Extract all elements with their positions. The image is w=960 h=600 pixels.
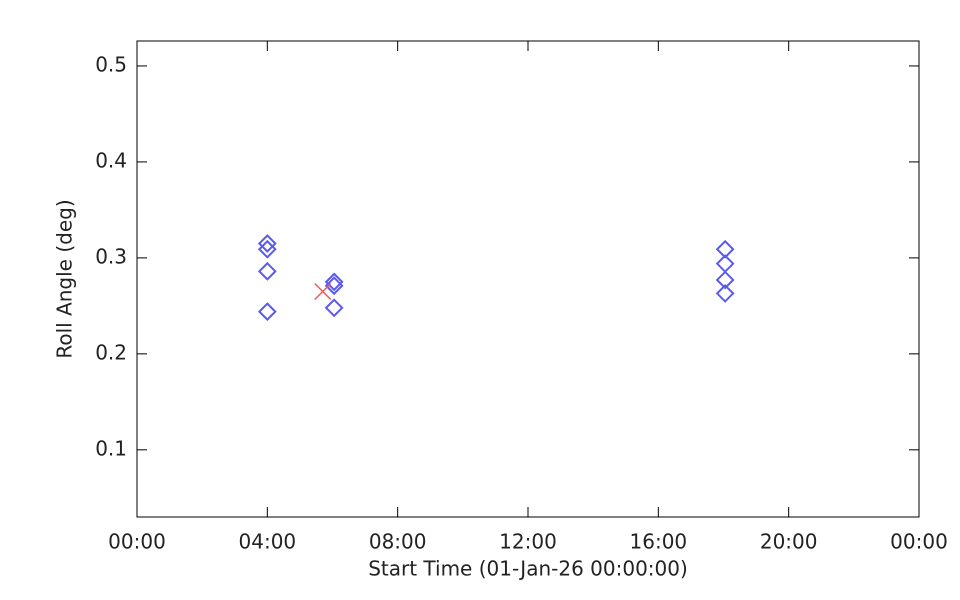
diamond-marker xyxy=(257,261,277,281)
x-tick-label: 00:00 xyxy=(890,530,948,554)
x-axis-label: Start Time (01-Jan-26 00:00:00) xyxy=(368,557,688,581)
diamond-marker xyxy=(324,272,344,292)
diamond-marker xyxy=(715,283,735,303)
x-tick-label: 00:00 xyxy=(108,530,166,554)
y-axis-label: Roll Angle (deg) xyxy=(53,199,77,358)
diamond-marker xyxy=(257,302,277,322)
y-tick-label: 0.3 xyxy=(95,244,127,268)
y-tick-label: 0.2 xyxy=(95,340,127,364)
plot-frame xyxy=(136,40,920,518)
x-marker xyxy=(314,282,332,301)
diamond-marker xyxy=(324,276,344,296)
x-tick-label: 12:00 xyxy=(499,530,557,554)
diamond-marker xyxy=(715,239,735,259)
x-tick-label: 16:00 xyxy=(630,530,688,554)
diamond-marker xyxy=(257,239,277,259)
y-tick-label: 0.1 xyxy=(95,436,127,460)
diamond-marker xyxy=(257,234,277,253)
y-tick-label: 0.4 xyxy=(95,148,127,172)
y-tick-label: 0.5 xyxy=(95,52,127,76)
diamond-marker xyxy=(715,270,735,290)
x-tick-label: 04:00 xyxy=(239,530,297,554)
x-tick-label: 20:00 xyxy=(760,530,818,554)
x-tick-label: 08:00 xyxy=(369,530,427,554)
diamond-marker xyxy=(324,298,344,318)
